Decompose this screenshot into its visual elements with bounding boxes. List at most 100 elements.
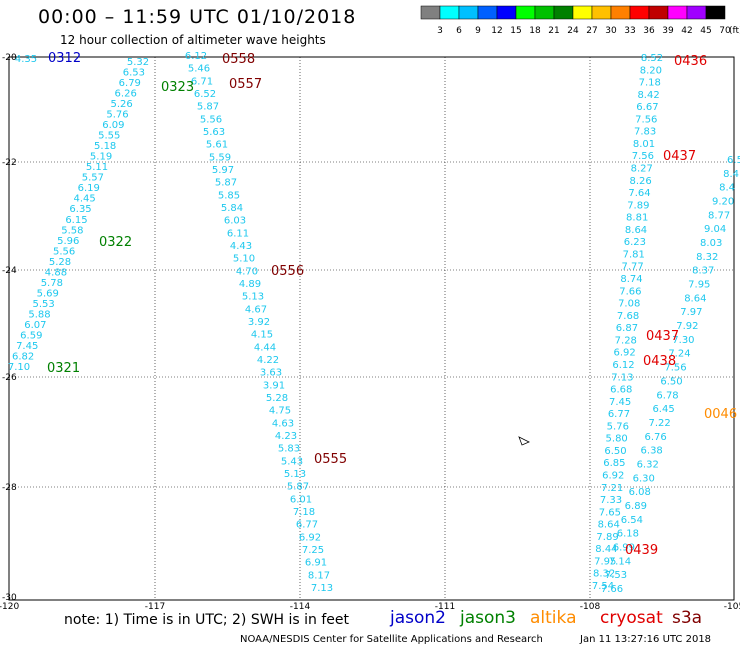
color-scale-tick: 70 <box>719 26 731 36</box>
swh-value: 6.15 <box>65 215 87 226</box>
legend-s3a: s3a <box>672 608 703 628</box>
x-axis-tick: -108 <box>580 602 601 610</box>
swh-value: 5.10 <box>233 254 255 265</box>
swh-value: 4.43 <box>230 241 252 252</box>
pass-time-label: 0323 <box>161 80 194 95</box>
y-axis-tick: -20 <box>2 53 17 63</box>
swh-value: 6.92 <box>602 470 624 481</box>
swh-value: 7.56 <box>664 363 686 374</box>
swh-value: 7.65 <box>599 507 621 518</box>
map-frame <box>8 56 735 601</box>
swh-value: 7.83 <box>634 127 656 138</box>
swh-value: 7.13 <box>611 372 633 383</box>
swh-value: 5.57 <box>82 173 104 184</box>
swh-value: 7.68 <box>617 311 639 322</box>
swh-value: 7.56 <box>635 114 657 125</box>
pass-time-label: 0321 <box>47 361 80 376</box>
swh-value: 5.61 <box>206 140 228 151</box>
swh-value: 4.88 <box>45 267 67 278</box>
legend-jason2: jason2 <box>390 608 446 628</box>
swh-value: 5.76 <box>106 110 128 121</box>
swh-value: 7.22 <box>648 418 670 429</box>
swh-value: 5.26 <box>110 99 132 110</box>
swh-value: 7.08 <box>618 299 640 310</box>
swh-value: 6.09 <box>102 120 124 131</box>
swh-value: 5.84 <box>221 203 243 214</box>
swh-value: 5.69 <box>37 288 59 299</box>
swh-value: 7.56 <box>632 151 654 162</box>
swh-value: 7.77 <box>621 262 643 273</box>
pass-time-label: 0436 <box>674 54 707 69</box>
swh-value: 4.70 <box>236 266 258 277</box>
color-scale-tick: 39 <box>662 26 674 36</box>
swh-value: 5.19 <box>90 152 112 163</box>
color-scale-tick: 15 <box>510 26 521 36</box>
swh-value: 8.64 <box>625 225 647 236</box>
swh-value: 7.25 <box>302 545 324 556</box>
swh-value: 8.20 <box>640 65 662 76</box>
swh-value: 6.30 <box>633 473 655 484</box>
swh-value: 7.89 <box>627 200 649 211</box>
swh-value: 6.50 <box>660 376 682 387</box>
x-axis-tick: -105 <box>724 602 740 610</box>
legend-altika: altika <box>530 608 577 628</box>
swh-value: 4.22 <box>257 355 279 366</box>
color-scale-tick: 3 <box>437 26 443 36</box>
swh-value: 5.28 <box>49 257 71 268</box>
swh-value: 7.45 <box>609 397 631 408</box>
pass-time-label: 0556 <box>271 264 304 279</box>
swh-value: 8.64 <box>598 520 620 531</box>
color-scale-unit: (ft) <box>729 26 740 36</box>
swh-value: 7.18 <box>293 507 315 518</box>
color-scale-tick: 24 <box>567 26 579 36</box>
swh-value: 6.99 <box>613 542 635 553</box>
color-swatch <box>705 5 726 20</box>
pass-time-label: 0558 <box>222 52 255 67</box>
swh-value: 6.77 <box>296 520 318 531</box>
color-scale-tick: 36 <box>643 26 655 36</box>
swh-value: 3.91 <box>263 380 285 391</box>
swh-value: 5.53 <box>32 299 54 310</box>
swh-value: 8.42 <box>637 90 659 101</box>
color-scale-tick: 42 <box>681 26 692 36</box>
pass-time-label: 0437 <box>663 149 696 164</box>
swh-value: 6.82 <box>12 351 34 362</box>
swh-value: 4.89 <box>239 279 261 290</box>
swh-value: 3.92 <box>248 317 270 328</box>
swh-value: 6.01 <box>290 494 312 505</box>
swh-value: 8.37 <box>692 266 714 277</box>
pass-time-label: 0312 <box>48 51 81 66</box>
legend-jason3: jason3 <box>460 608 516 628</box>
swh-value: 7.66 <box>619 286 641 297</box>
swh-value: 5.28 <box>266 393 288 404</box>
swh-value: 6.79 <box>119 78 141 89</box>
swh-value: 6.67 <box>636 102 658 113</box>
pass-time-label: 0439 <box>625 543 658 558</box>
map-title: 00:00 – 11:59 UTC 01/10/2018 <box>38 6 357 28</box>
swh-value: 5.13 <box>242 292 264 303</box>
swh-value: 5.55 <box>98 131 120 142</box>
swh-value: 7.33 <box>600 495 622 506</box>
swh-value: 6.77 <box>608 409 630 420</box>
swh-value: 5.46 <box>188 64 210 75</box>
swh-value: 8.26 <box>629 176 651 187</box>
swh-value: 4.45 <box>74 194 96 205</box>
swh-value: 5.87 <box>215 178 237 189</box>
color-scale-tick: 9 <box>475 26 481 36</box>
swh-value: 8.4 <box>723 169 739 180</box>
swh-value: 8.32 <box>593 569 615 580</box>
swh-value: 6.53 <box>123 68 145 79</box>
wave-height-map: -120 -117 -114 -111 -108 -105 -20 -22 -24 -26 -28 -… <box>0 51 740 610</box>
y-axis-tick: -28 <box>2 483 17 493</box>
swh-value: 5.56 <box>200 114 222 125</box>
color-scale-tick: 27 <box>586 26 597 36</box>
swh-value: 7.28 <box>615 335 637 346</box>
color-scale-tick: 45 <box>700 26 711 36</box>
x-axis-tick: -117 <box>145 602 165 610</box>
swh-value: 6.45 <box>652 404 674 415</box>
swh-value: 8.4 <box>719 183 735 194</box>
swh-value: 6.76 <box>645 432 667 443</box>
swh-value: 4.15 <box>251 330 273 341</box>
swh-value: 6.38 <box>641 446 663 457</box>
swh-value: 5.85 <box>218 190 240 201</box>
